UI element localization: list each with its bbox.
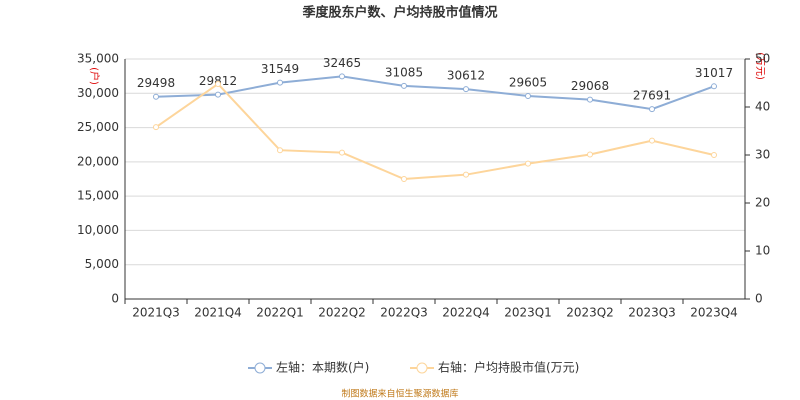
data-label: 31549 xyxy=(261,62,299,76)
legend-marker xyxy=(416,362,428,374)
data-point xyxy=(153,124,159,131)
data-point xyxy=(401,176,407,182)
y-tick-label: 5,000 xyxy=(85,257,119,271)
data-point xyxy=(525,92,531,99)
data-point xyxy=(153,93,159,100)
y2-tick-label: 50 xyxy=(755,52,770,66)
series-line xyxy=(155,75,715,111)
chart-title: 季度股东户数、户均持股市值情况 xyxy=(301,5,497,21)
y-tick-label: 20,000 xyxy=(77,154,119,168)
data-label: 31085 xyxy=(385,65,423,79)
data-point xyxy=(587,151,593,158)
legend-marker xyxy=(254,362,266,374)
x-tick-label: 2022Q1 xyxy=(256,306,304,320)
data-point xyxy=(277,147,283,154)
data-label: 29498 xyxy=(137,76,175,90)
data-label: 27691 xyxy=(633,89,671,103)
y-tick-label: 0 xyxy=(111,292,119,306)
series-line xyxy=(155,82,715,181)
x-tick-label: 2021Q3 xyxy=(132,306,180,320)
data-point xyxy=(649,106,655,113)
x-tick-label: 2023Q4 xyxy=(690,306,738,320)
y-tick-label: 30,000 xyxy=(77,86,119,100)
y2-tick-label: 10 xyxy=(755,244,770,258)
x-tick-label: 2022Q2 xyxy=(318,306,366,320)
y2-tick-label: 30 xyxy=(755,148,770,162)
data-label: 29068 xyxy=(571,79,609,93)
y-axis-label: (户) xyxy=(88,67,101,85)
y2-tick-label: 0 xyxy=(755,292,763,306)
data-point xyxy=(587,96,593,103)
data-point xyxy=(463,86,469,93)
legend-label: 右轴：户均持股市值(万元) xyxy=(438,360,579,375)
y-tick-label: 10,000 xyxy=(77,223,119,237)
x-tick-label: 2022Q4 xyxy=(442,306,490,320)
data-point xyxy=(339,149,345,156)
y-tick-label: 15,000 xyxy=(77,189,119,203)
data-label: 32465 xyxy=(323,56,361,70)
data-label: 29605 xyxy=(509,75,547,89)
x-tick-label: 2021Q4 xyxy=(194,306,242,320)
data-point xyxy=(525,160,531,167)
y2-axis-label: (万元) xyxy=(754,52,765,80)
data-point xyxy=(215,91,221,98)
y2-tick-label: 40 xyxy=(755,100,770,114)
y2-tick-label: 20 xyxy=(755,196,770,210)
source-note: 制图数据来自恒生聚源数据库 xyxy=(341,388,458,400)
x-tick-label: 2022Q3 xyxy=(380,306,428,320)
data-point xyxy=(339,73,345,80)
data-label: 30612 xyxy=(447,69,485,83)
data-label: 31017 xyxy=(695,66,733,80)
x-tick-label: 2023Q3 xyxy=(628,306,676,320)
y-tick-label: 35,000 xyxy=(77,52,119,66)
legend-label: 左轴：本期数(户) xyxy=(276,360,369,375)
data-point xyxy=(711,83,717,90)
y-tick-label: 25,000 xyxy=(77,120,119,134)
data-point xyxy=(711,152,717,158)
data-point xyxy=(215,80,221,87)
data-point xyxy=(401,82,407,89)
data-point xyxy=(463,171,469,178)
x-tick-label: 2023Q1 xyxy=(504,306,552,320)
data-point xyxy=(277,79,283,86)
data-point xyxy=(649,137,655,144)
x-tick-label: 2023Q2 xyxy=(566,306,614,320)
